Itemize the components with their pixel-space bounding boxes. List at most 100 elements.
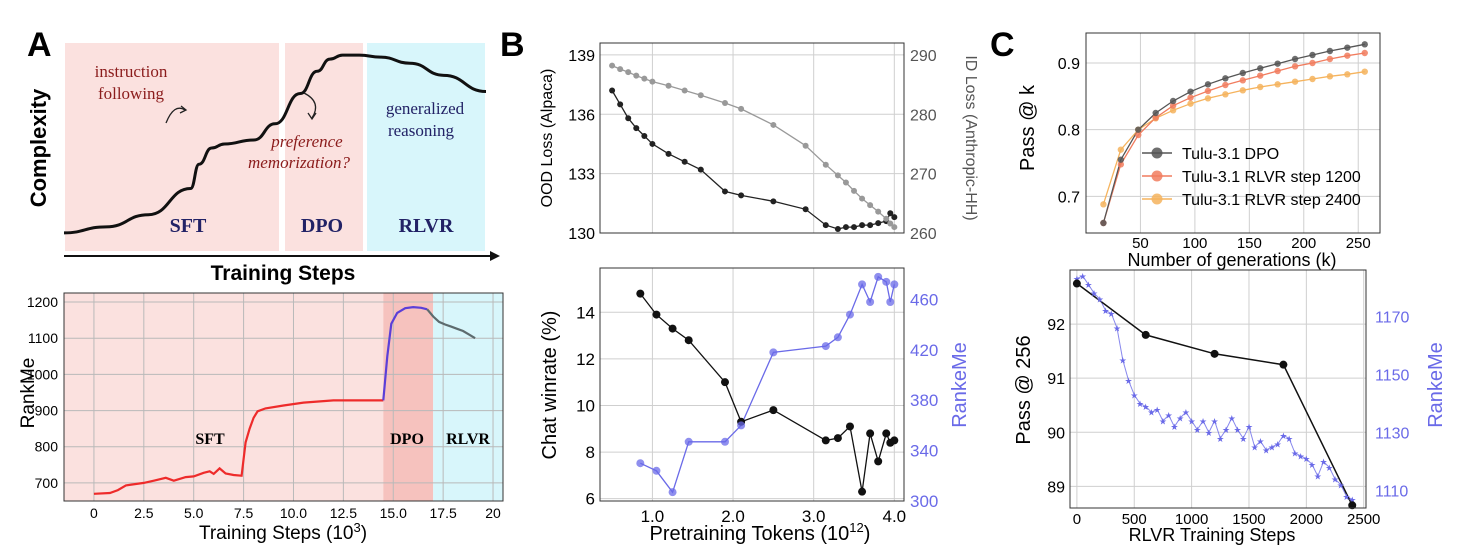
x-tick-label: 12.5 <box>330 505 357 521</box>
y-tick-label: 900 <box>35 403 59 419</box>
region-label-rlvr: RLVR <box>446 431 490 448</box>
x-tick-label: 3.0 <box>802 507 826 526</box>
data-point-rankeme: ★ <box>1102 306 1110 316</box>
data-point-id-loss <box>875 208 882 215</box>
data-point-series-2 <box>1361 68 1368 75</box>
data-point-ood-loss <box>802 206 809 213</box>
data-point-rankeme: ★ <box>1314 472 1322 482</box>
data-point-rankeme: ★ <box>1279 431 1287 441</box>
data-point-rankeme: ★ <box>1188 416 1196 426</box>
data-point-id-loss <box>834 172 841 179</box>
x-tick-label: 10.0 <box>280 505 307 521</box>
annotation-arrow-preference <box>303 92 317 119</box>
data-point-ood-loss <box>867 222 874 229</box>
x-tick-label: 20 <box>485 505 501 521</box>
region-rlvr-bg <box>433 293 503 501</box>
data-point-id-loss <box>822 161 829 168</box>
legend-marker-rlvr-1200 <box>1151 170 1163 182</box>
series-line-sft <box>93 399 384 495</box>
data-point-pass256 <box>1210 349 1219 358</box>
data-point-rankeme: ★ <box>1084 280 1092 290</box>
data-point-rankeme: ★ <box>1348 495 1356 505</box>
data-point-pass256 <box>1348 501 1357 510</box>
data-point-rankeme <box>737 421 746 430</box>
x-tick-label: 250 <box>1346 235 1371 252</box>
series-line-dpo <box>382 305 428 401</box>
data-point-id-loss <box>665 82 672 89</box>
x-tick-label: 200 <box>1291 235 1316 252</box>
y-tick-label: 0.8 <box>1058 123 1080 140</box>
y-tick-label: 700 <box>35 475 59 491</box>
grid <box>1086 33 1380 233</box>
data-point-series-1 <box>1187 94 1194 101</box>
panel-a-top: A instruction following preference memor… <box>26 26 500 285</box>
data-point-rankeme: ★ <box>1268 443 1276 453</box>
data-point-rankeme: ★ <box>1113 324 1121 334</box>
plot-frame <box>1085 32 1381 234</box>
data-point-ood-loss <box>649 140 656 147</box>
x-tick-label: 7.5 <box>234 505 254 521</box>
legend-label-rlvr-2400: Tulu-3.1 RLVR step 2400 <box>1182 192 1361 209</box>
data-point-series-1 <box>1274 67 1281 75</box>
y-tick-label-left: 130 <box>568 226 595 243</box>
data-point-rankeme: ★ <box>1302 454 1310 464</box>
tick-labels: 50 100 150 200 250 0.7 0.8 0.9 <box>1058 56 1371 252</box>
data-point-id-loss <box>625 69 632 76</box>
data-point-rankeme: ★ <box>1325 463 1333 473</box>
region-label-rlvr: RLVR <box>399 215 454 237</box>
data-point-rankeme: ★ <box>1147 408 1155 418</box>
data-point-series-2 <box>1309 75 1316 83</box>
x-tick-label: 50 <box>1132 235 1149 252</box>
data-point-rankeme: ★ <box>1297 451 1305 461</box>
data-point-series-2 <box>1222 91 1229 98</box>
data-point-winrate <box>636 289 645 298</box>
data-point-id-loss <box>859 195 866 202</box>
region-label-sft: SFT <box>170 215 207 237</box>
data-point-rankeme <box>866 298 875 307</box>
series-line-winrate <box>639 293 895 492</box>
data-point-id-loss <box>851 187 858 194</box>
data-point-series-1 <box>1239 77 1247 84</box>
x-axis-label: RLVR Training Steps <box>1129 525 1296 545</box>
data-point-rankeme <box>720 437 729 446</box>
data-point-pass256 <box>1141 330 1150 339</box>
y-tick-label-right: 290 <box>910 48 937 65</box>
y-axis-label-right: ID Loss (Anthropic-HH) <box>962 55 979 220</box>
y-tick-label-left: 8 <box>586 443 595 462</box>
x-tick-label: 5.0 <box>184 505 204 521</box>
data-point-series-0 <box>1152 109 1159 117</box>
data-point-rankeme: ★ <box>1342 492 1350 502</box>
data-point-rankeme <box>821 342 830 351</box>
data-point-rankeme: ★ <box>1285 434 1293 444</box>
legend: Tulu-3.1 DPO Tulu-3.1 RLVR step 1200 Tul… <box>1142 146 1361 209</box>
data-point-ood-loss <box>875 220 882 227</box>
data-point-series-0 <box>1344 44 1351 51</box>
x-tick-label: 500 <box>1122 511 1147 528</box>
y-tick-label-left: 90 <box>1047 425 1065 442</box>
data-point-ood-loss <box>641 133 648 140</box>
data-point-id-loss <box>891 224 898 231</box>
data-point-rankeme: ★ <box>1256 437 1264 447</box>
x-axis-label: Training Steps (103) <box>199 520 367 544</box>
data-point-rankeme <box>890 280 899 289</box>
x-tick-label: 1000 <box>1175 511 1208 528</box>
x-axis-label: Number of generations (k) <box>1127 250 1336 270</box>
x-tick-label: 15.0 <box>380 505 407 521</box>
y-axis-label: Pass @ k <box>1017 84 1039 171</box>
y-tick-label: 1100 <box>28 330 58 346</box>
series-lines <box>1102 43 1365 224</box>
x-axis-arrowhead <box>490 251 500 261</box>
annotation-arrowhead-preference <box>307 112 317 121</box>
data-point-rankeme: ★ <box>1073 274 1081 284</box>
data-point-winrate <box>652 310 661 319</box>
series-lines <box>1076 275 1353 506</box>
plot-frame <box>1069 269 1367 509</box>
x-tick-label: 0 <box>1073 511 1081 528</box>
data-point-ood-loss <box>851 224 858 231</box>
data-point-winrate <box>890 436 899 445</box>
data-point-series-2 <box>1257 83 1264 91</box>
data-point-series-0 <box>1309 51 1316 59</box>
data-point-id-loss <box>681 87 688 94</box>
y-tick-label: 1200 <box>27 294 58 310</box>
